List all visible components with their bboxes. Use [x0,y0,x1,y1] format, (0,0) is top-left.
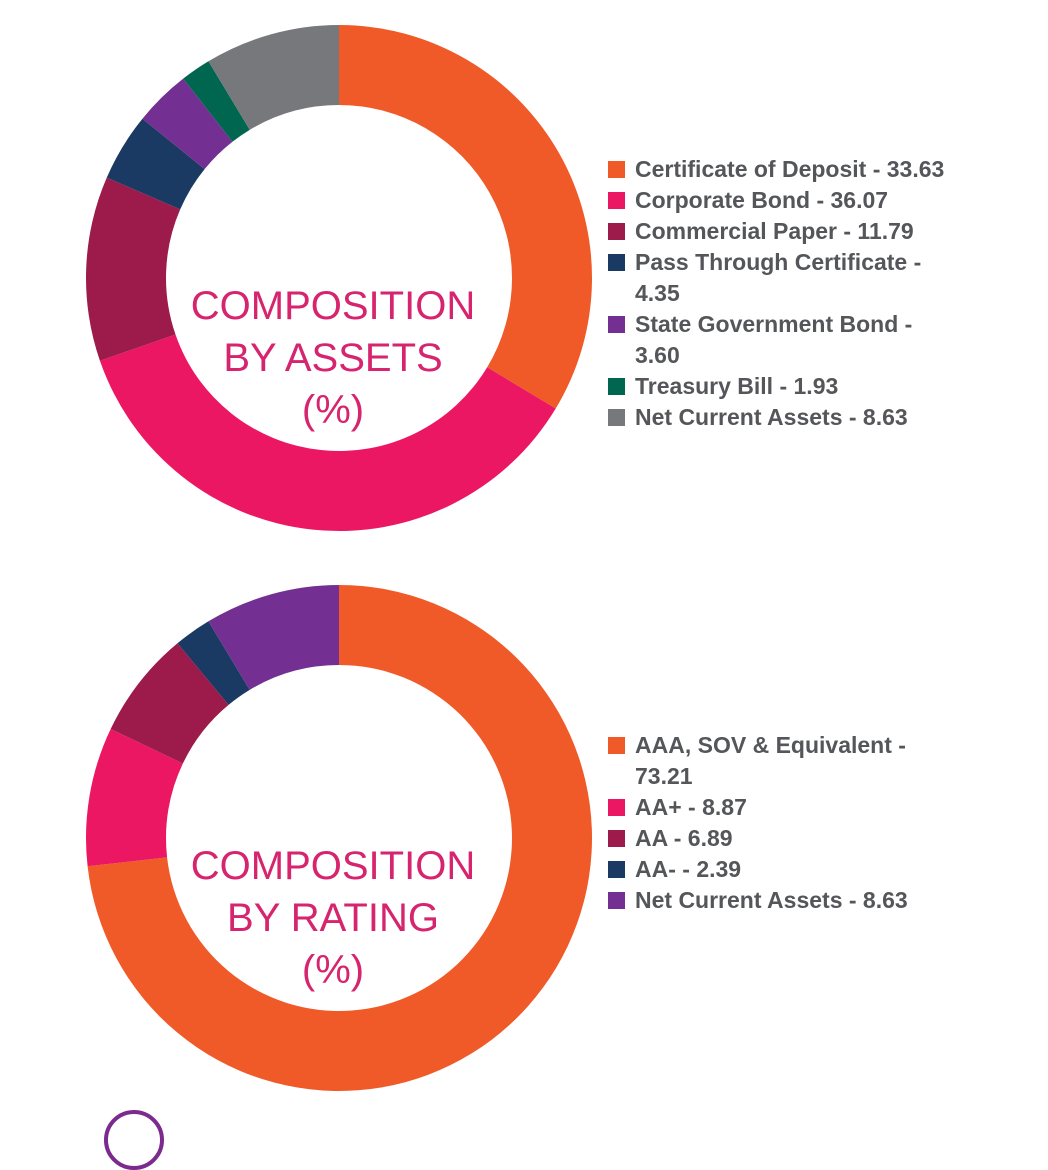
assets-legend-label: Corporate Bond - 36.07 [635,187,889,213]
assets-legend-item: Pass Through Certificate - 4.35 [608,247,955,309]
assets-legend-label: Commercial Paper - 11.79 [635,218,914,244]
rating-legend-item: Net Current Assets - 8.63 [608,885,955,916]
assets-slice-treasury-bill [183,61,250,142]
rating-legend-item: AA+ - 8.87 [608,792,955,823]
assets-title-line-3: (%) [301,388,365,432]
rating-title-line-1: COMPOSITION [190,844,476,888]
rating-legend-label: AAA, SOV & Equivalent - 73.21 [635,732,906,789]
assets-legend-swatch [608,254,625,271]
assets-legend-item: Certificate of Deposit - 33.63 [608,154,955,185]
composition-by-assets-chart: COMPOSITION BY ASSETS (%) Certificate of… [0,0,1048,560]
assets-legend-label: Treasury Bill - 1.93 [635,373,839,399]
assets-legend-item: State Government Bond - 3.60 [608,309,955,371]
composition-by-rating-chart: COMPOSITION BY RATING (%) AAA, SOV & Equ… [0,560,1048,1120]
assets-slice-state-government-bond [142,78,233,170]
assets-legend-item: Commercial Paper - 11.79 [608,216,955,247]
rating-legend-item: AA - 6.89 [608,823,955,854]
rating-slice-aa [110,643,229,764]
assets-title-line-2: BY ASSETS [223,336,443,380]
rating-slice-aa [177,621,250,705]
assets-legend-item: Corporate Bond - 36.07 [608,185,955,216]
rating-legend-label: AA - 6.89 [635,825,733,851]
rating-legend-label: Net Current Assets - 8.63 [635,887,908,913]
rating-title-line-2: BY RATING [227,896,439,940]
rating-chart-title: COMPOSITION BY RATING (%) [182,840,484,996]
assets-legend-swatch [608,316,625,333]
rating-slice-net-current-assets [208,585,339,690]
assets-slice-net-current-assets [208,25,339,130]
rating-legend-label: AA- - 2.39 [635,856,742,882]
rating-legend: AAA, SOV & Equivalent - 73.21 AA+ - 8.87 A… [608,730,955,916]
rating-legend-swatch [608,830,625,847]
assets-slice-certificate-of-deposit [339,25,592,409]
rating-legend-label: AA+ - 8.87 [635,794,747,820]
assets-legend-swatch [608,192,625,209]
assets-slice-commercial-paper [85,177,181,361]
assets-legend-swatch [608,378,625,395]
logo-ring-icon [104,1110,164,1170]
assets-legend-label: Certificate of Deposit - 33.63 [635,156,945,182]
assets-legend-item: Net Current Assets - 8.63 [608,402,955,433]
rating-donut [86,585,592,1091]
assets-title-line-1: COMPOSITION [190,284,476,328]
assets-legend-item: Treasury Bill - 1.93 [608,371,955,402]
rating-legend-item: AA- - 2.39 [608,854,955,885]
assets-legend-swatch [608,161,625,178]
rating-legend-swatch [608,892,625,909]
assets-legend-swatch [608,409,625,426]
assets-chart-title: COMPOSITION BY ASSETS (%) [182,280,484,436]
assets-legend-label: Net Current Assets - 8.63 [635,404,908,430]
assets-legend-label: State Government Bond - 3.60 [635,311,913,368]
assets-slice-pass-through-certificate [106,118,205,210]
assets-legend-label: Pass Through Certificate - 4.35 [635,249,922,306]
assets-slice-corporate-bond [99,334,556,532]
rating-slice-aa [86,729,183,867]
assets-legend: Certificate of Deposit - 33.63 Corporate … [608,154,955,433]
rating-legend-swatch [608,799,625,816]
rating-legend-swatch [608,861,625,878]
rating-slice-aaa-sov-equivalent [87,585,592,1091]
assets-legend-swatch [608,223,625,240]
rating-legend-swatch [608,737,625,754]
rating-legend-item: AAA, SOV & Equivalent - 73.21 [608,730,955,792]
assets-donut [85,25,592,532]
rating-title-line-3: (%) [301,948,365,992]
